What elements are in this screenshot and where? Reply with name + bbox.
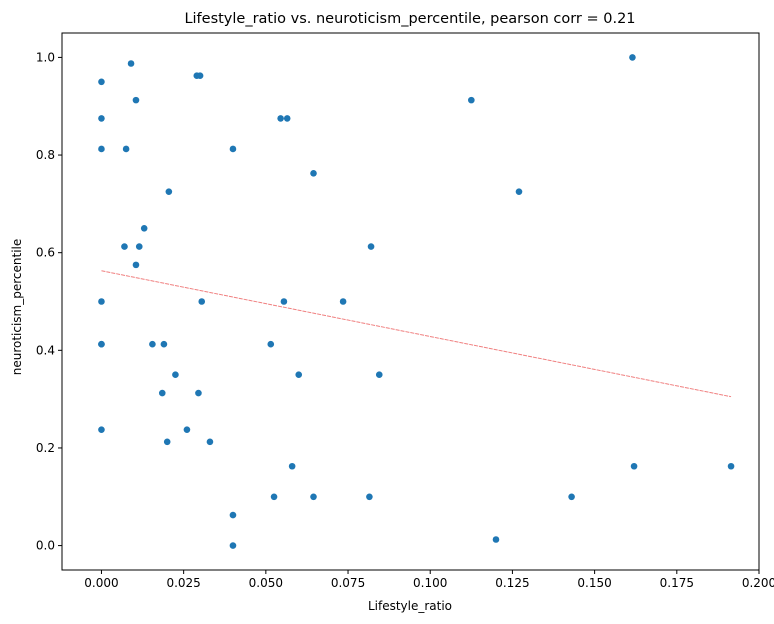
data-point (367, 243, 375, 250)
x-tick-label: 0.175 (660, 576, 694, 590)
data-point (98, 426, 105, 433)
data-point (160, 340, 168, 348)
data-point (310, 170, 317, 177)
trend-line (101, 270, 732, 398)
x-tick-label: 0.075 (331, 576, 365, 590)
x-axis-label: Lifestyle_ratio (368, 599, 452, 613)
data-point (492, 536, 500, 543)
data-point (229, 145, 237, 153)
data-point (196, 72, 204, 80)
data-point (629, 54, 636, 61)
data-point (132, 261, 140, 269)
data-point (206, 438, 214, 446)
data-point (198, 298, 206, 305)
data-point (375, 371, 383, 379)
data-point (183, 426, 191, 433)
data-point (515, 188, 523, 195)
x-tick-label: 0.050 (249, 576, 283, 590)
data-point (727, 462, 735, 470)
y-axis-label: neuroticism_percentile (10, 239, 24, 376)
data-point (98, 78, 105, 86)
data-point (122, 145, 130, 153)
data-point (127, 60, 135, 67)
data-point (267, 340, 275, 348)
data-point (98, 298, 105, 305)
data-point (121, 243, 128, 250)
data-point (568, 493, 575, 501)
plot-frame (61, 32, 760, 571)
x-tick-label: 0.125 (495, 576, 529, 590)
data-point (135, 243, 143, 250)
data-point (229, 511, 237, 519)
data-point (295, 371, 303, 379)
data-point (98, 115, 105, 122)
data-point (132, 96, 140, 104)
x-tick-label: 0.000 (84, 576, 118, 590)
data-point (149, 340, 156, 348)
y-tick-label: 0.4 (36, 343, 55, 357)
data-point (98, 340, 105, 348)
y-tick-label: 0.6 (36, 246, 55, 260)
data-point (468, 96, 475, 104)
data-point (283, 115, 291, 122)
y-tick-label: 0.2 (36, 441, 55, 455)
x-tick-label: 0.025 (166, 576, 200, 590)
data-point (288, 462, 296, 470)
data-point (366, 493, 373, 501)
x-tick-label: 0.200 (742, 576, 774, 590)
y-tick-label: 0.0 (36, 539, 55, 553)
data-point (630, 462, 638, 470)
data-point (98, 145, 105, 153)
data-point (165, 188, 173, 195)
data-point (172, 371, 179, 379)
data-point (229, 542, 237, 549)
plot-area: 0.000 0.025 0.050 0.075 0.100 0.125 0.150 0.175… (36, 32, 774, 590)
data-point (140, 224, 148, 232)
chart-title: Lifestyle_ratio vs. neuroticism_percenti… (184, 11, 635, 27)
data-point (158, 389, 166, 397)
data-point (277, 115, 284, 122)
y-tick-label: 1.0 (36, 50, 55, 64)
x-tick-label: 0.100 (413, 576, 447, 590)
x-tick-label: 0.150 (577, 576, 611, 590)
data-point (163, 438, 171, 446)
data-point (195, 389, 202, 397)
data-point (339, 298, 347, 305)
data-point (310, 493, 317, 501)
y-tick-label: 0.8 (36, 148, 55, 162)
data-point (280, 298, 288, 305)
data-point (270, 493, 278, 501)
